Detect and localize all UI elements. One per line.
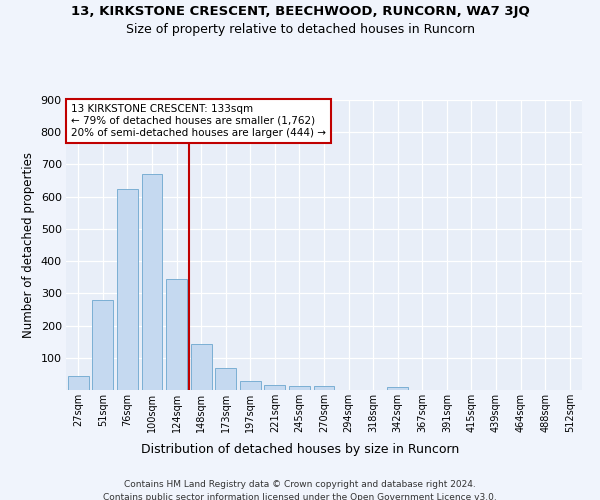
Bar <box>92 300 113 390</box>
Bar <box>142 174 163 390</box>
Bar <box>215 368 236 390</box>
Text: Distribution of detached houses by size in Runcorn: Distribution of detached houses by size … <box>141 442 459 456</box>
Bar <box>289 386 310 390</box>
Bar <box>240 380 261 390</box>
Bar <box>387 387 408 390</box>
Text: Contains HM Land Registry data © Crown copyright and database right 2024.
Contai: Contains HM Land Registry data © Crown c… <box>103 480 497 500</box>
Text: 13, KIRKSTONE CRESCENT, BEECHWOOD, RUNCORN, WA7 3JQ: 13, KIRKSTONE CRESCENT, BEECHWOOD, RUNCO… <box>71 5 529 18</box>
Bar <box>191 344 212 390</box>
Bar <box>166 279 187 390</box>
Text: 13 KIRKSTONE CRESCENT: 133sqm
← 79% of detached houses are smaller (1,762)
20% o: 13 KIRKSTONE CRESCENT: 133sqm ← 79% of d… <box>71 104 326 138</box>
Bar <box>314 386 334 390</box>
Bar <box>265 385 286 390</box>
Y-axis label: Number of detached properties: Number of detached properties <box>22 152 35 338</box>
Bar <box>117 190 138 390</box>
Bar <box>68 376 89 390</box>
Text: Size of property relative to detached houses in Runcorn: Size of property relative to detached ho… <box>125 22 475 36</box>
